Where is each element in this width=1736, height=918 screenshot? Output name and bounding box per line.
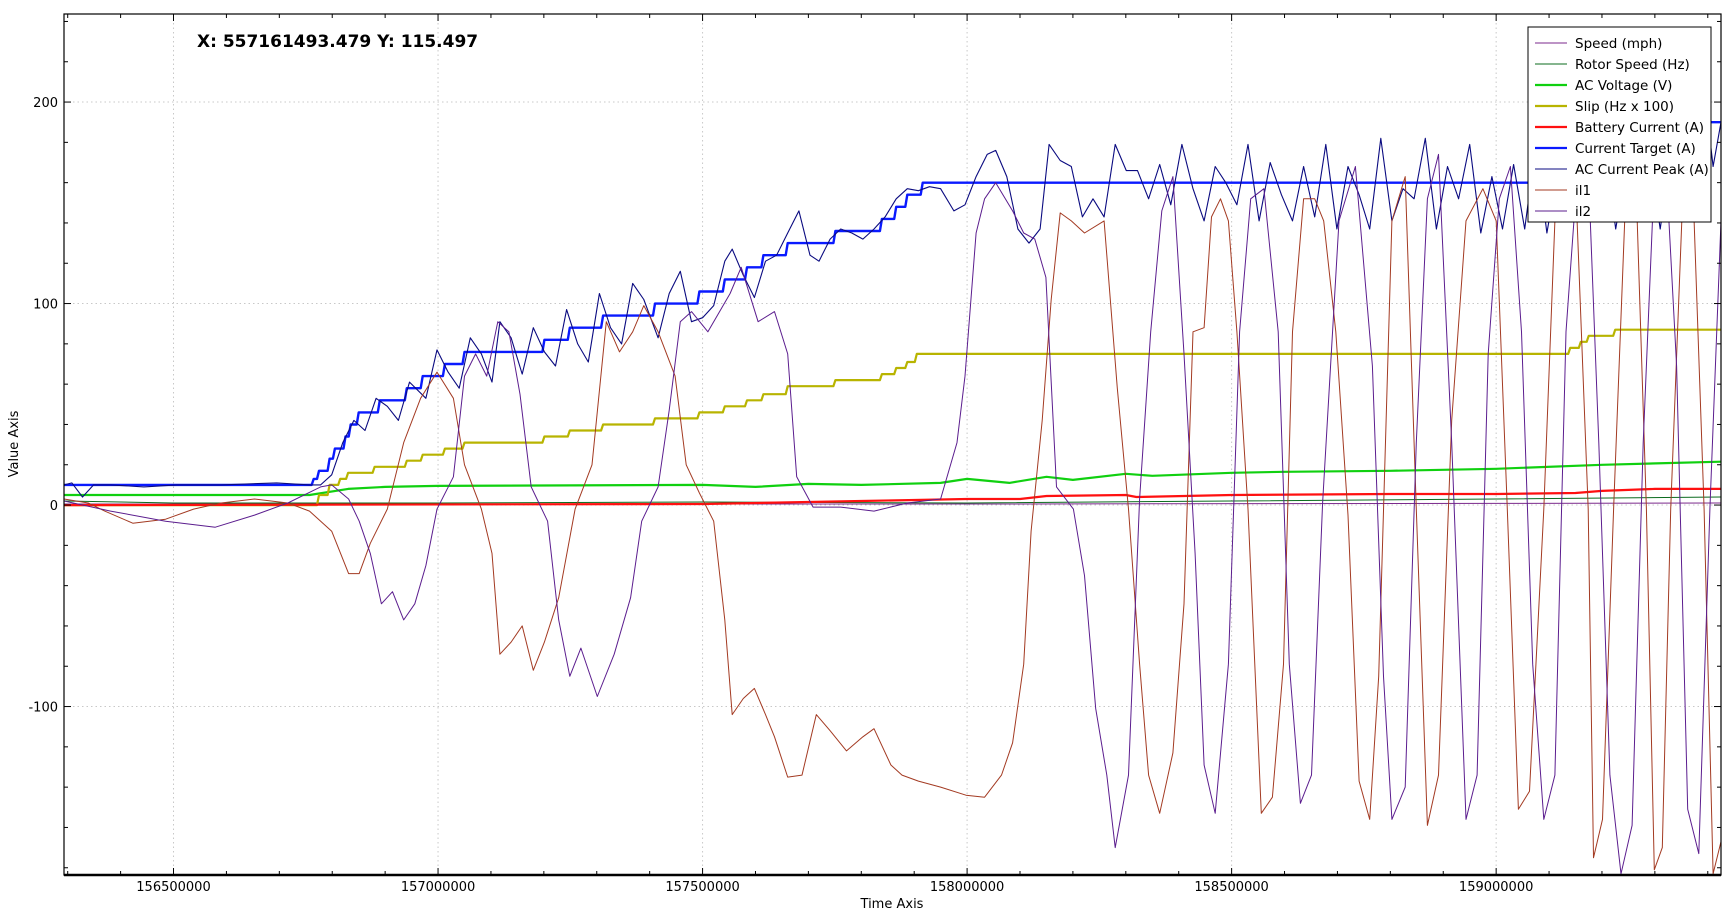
cursor-readout: X: 557161493.479 Y: 115.497 <box>197 32 478 52</box>
legend-label-slip-hz-x-100: Slip (Hz x 100) <box>1575 99 1674 115</box>
legend-label-rotor-speed-hz: Rotor Speed (Hz) <box>1575 57 1690 73</box>
legend-label-ac-current-peak-a: AC Current Peak (A) <box>1575 162 1709 178</box>
series-line-il1 <box>64 176 1721 875</box>
ticks: 156500000 157000000 157500000 158000000 1585… <box>28 14 1721 895</box>
legend-label-speed-mph: Speed (mph) <box>1575 36 1662 52</box>
plot-frame <box>63 13 1722 876</box>
legend: Speed (mph) Rotor Speed (Hz) AC Voltage (V… <box>1527 26 1712 223</box>
y-tick-label: 200 <box>33 96 58 111</box>
legend-label-current-target-a: Current Target (A) <box>1575 141 1696 157</box>
x-tick-label: 157000000 <box>401 880 475 895</box>
x-tick-label: 158500000 <box>1194 880 1268 895</box>
legend-label-il1: il1 <box>1575 183 1591 199</box>
x-tick-label: 156500000 <box>136 880 210 895</box>
legend-label-battery-current-a: Battery Current (A) <box>1575 120 1704 136</box>
x-axis-title: Time Axis <box>860 897 924 912</box>
grid <box>64 14 1721 875</box>
legend-label-il2: il2 <box>1575 204 1591 220</box>
y-axis-title: Value Axis <box>7 410 22 477</box>
y-tick-label: 0 <box>50 499 58 514</box>
x-tick-label: 157500000 <box>665 880 739 895</box>
y-tick-label: -100 <box>28 701 58 716</box>
series-line-ac-current-peak-a <box>64 87 1721 498</box>
legend-label-ac-voltage-v: AC Voltage (V) <box>1575 78 1672 94</box>
series-line-il2 <box>64 153 1721 875</box>
y-tick-label: 100 <box>33 298 58 313</box>
series-line-current-target-a <box>64 120 1721 487</box>
x-tick-label: 158000000 <box>930 880 1004 895</box>
x-tick-label: 159000000 <box>1459 880 1533 895</box>
series-line-slip-hz-x-100 <box>64 328 1721 507</box>
series-line-battery-current-a <box>64 487 1721 507</box>
series-group <box>64 87 1721 875</box>
series-line-ac-voltage-v <box>64 460 1721 497</box>
